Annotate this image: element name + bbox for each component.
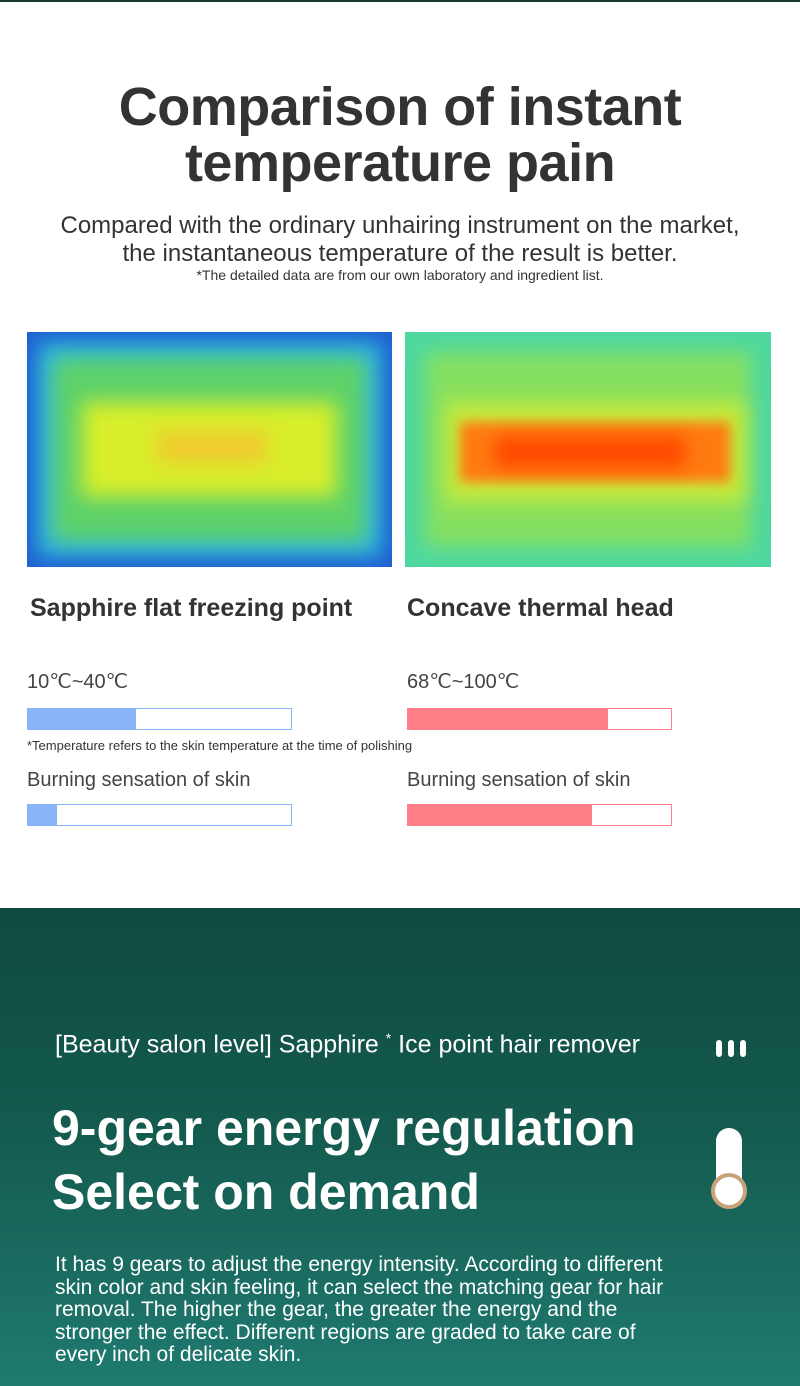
burning-label: Burning sensation of skin [407,769,631,791]
level-bar [407,708,672,730]
level-fill [28,709,136,729]
temperature: 10℃~40℃ [27,671,129,693]
tagline-text: Ice point hair remover [391,1030,640,1059]
level-bar [27,708,292,730]
top-rule [0,0,800,2]
body-line: It has 9 gears to adjust the energy inte… [55,1253,663,1276]
temperature: 68℃~100℃ [407,671,520,693]
level-bar [407,804,672,826]
level-bar [27,804,292,826]
thermal-image [405,332,771,567]
item-label: Sapphire flat freezing point [30,594,353,622]
thermal-image [27,332,392,567]
feature-body: It has 9 gears to adjust the energy inte… [55,1253,664,1367]
tagline-star: * [385,1030,392,1046]
tagline: [Beauty salon level] Sapphire * Ice poin… [55,1030,640,1059]
subtitle: the instantaneous temperature of the res… [122,240,678,267]
body-line: removal. The higher the gear, the greate… [55,1298,618,1321]
burning-label: Burning sensation of skin [27,769,251,791]
body-line: every inch of delicate skin. [55,1343,302,1366]
title: Comparison of instant [118,77,682,137]
level-fill [28,805,57,825]
body-line: skin color and skin feeling, it can sele… [55,1275,664,1299]
level-fill [408,709,608,729]
feature-title: 9-gear energy regulation [52,1100,636,1156]
icon [711,1173,747,1209]
feature-title: Select on demand [52,1164,480,1220]
tagline-text: [Beauty salon level] Sapphire [55,1030,386,1059]
title: temperature pain [184,133,616,193]
note: *Temperature refers to the skin temperat… [27,738,413,753]
item-label: Concave thermal head [407,594,674,622]
body-line: stronger the effect. Different regions a… [55,1320,636,1344]
feature-section: [Beauty salon level] Sapphire * Ice poin… [0,908,800,1386]
note: *The detailed data are from our own labo… [196,267,604,283]
level-fill [408,805,593,825]
subtitle: Compared with the ordinary unhairing ins… [60,212,740,239]
